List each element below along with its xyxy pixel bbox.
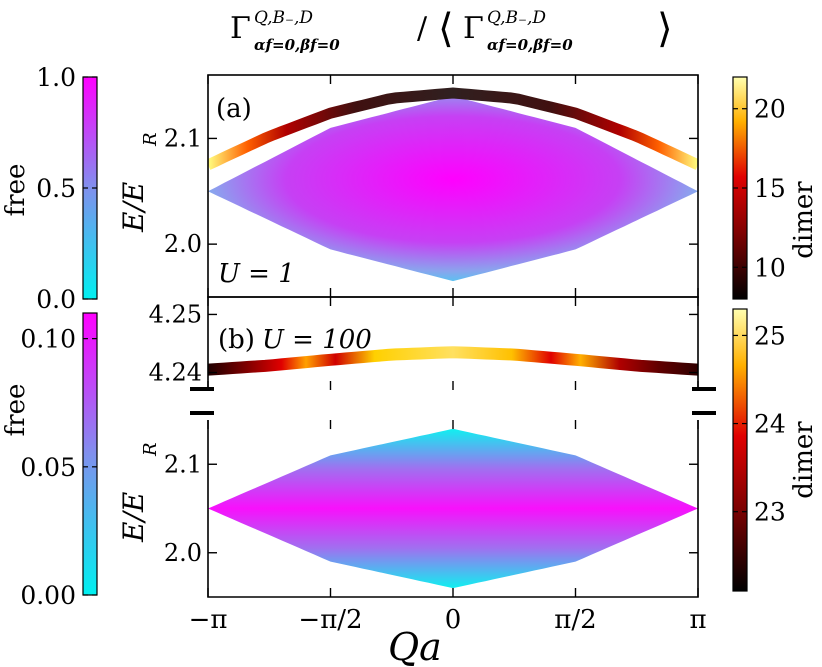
title-left-angle: ⟨ — [438, 6, 454, 52]
cbDimerB-tick-label: 25 — [754, 321, 786, 350]
title-gamma-2: Γ — [463, 11, 484, 46]
colorbar-free-b-ticks: 0.00 0.05 0.10 — [20, 325, 97, 610]
panel-a-ytick-label: 2.1 — [164, 124, 202, 152]
cbDimerA-tick-label: 20 — [754, 95, 786, 124]
panel-a: 2.0 2.1 (a) U = 1 E/E R — [117, 74, 699, 298]
panel-b-upper-ytick-label: 4.25 — [149, 300, 202, 328]
panel-b-ylabel-main: E/E — [117, 492, 150, 543]
colorbar-free-b: 0.00 0.05 0.10 free — [1, 312, 98, 610]
title-sup-2: Q,B₋,D — [487, 8, 546, 28]
panel-b-lower-ytick-label: 2.1 — [164, 450, 202, 478]
cbFreeB-tick-label: 0.00 — [20, 581, 76, 610]
title-right-angle: ⟩ — [657, 6, 673, 52]
panel-a-annotation: U = 1 — [218, 259, 295, 289]
axis-break-marks — [190, 387, 716, 415]
panel-b-free-band — [208, 428, 698, 589]
x-tick-label: π — [689, 605, 706, 635]
panel-b-label: (b) — [218, 325, 255, 355]
panel-b-upper-ytick-label: 4.24 — [149, 359, 202, 387]
colorbar-dimer-a: 10 15 20 dimer — [732, 76, 819, 300]
colorbar-dimer-b-ticks: 23 24 25 — [733, 321, 786, 527]
x-tick-label: −π/2 — [298, 605, 362, 635]
colorbar-dimer-a-label: dimer — [789, 181, 819, 259]
cbFreeA-tick-label: 0.0 — [36, 285, 76, 314]
cbDimerB-tick-label: 24 — [754, 410, 786, 439]
x-tick-label: −π — [189, 605, 228, 635]
panel-b-ylabel: E/E R — [117, 442, 161, 543]
panel-a-dimer-band — [208, 87, 698, 170]
panel-b-ylabel-sub: R — [140, 442, 161, 457]
cbFreeA-tick-label: 1.0 — [36, 63, 76, 92]
colorbar-free-b-bar — [82, 312, 98, 596]
figure-title: Γ Q,B₋,D αf=0,βf=0 / ⟨ Γ Q,B₋,D αf=0,βf=… — [230, 6, 673, 54]
panel-a-ticks: 2.0 2.1 — [164, 124, 698, 258]
panel-a-ylabel-sub: R — [140, 132, 161, 147]
colorbar-dimer-b-bar — [732, 308, 748, 592]
cbDimerB-tick-label: 23 — [754, 498, 786, 527]
panel-b-annotation: U = 100 — [262, 325, 372, 355]
title-gamma-1: Γ — [230, 11, 251, 46]
cbFreeB-tick-label: 0.05 — [20, 453, 76, 482]
colorbar-dimer-b: 23 24 25 dimer — [732, 308, 819, 592]
title-sub-2: αf=0,βf=0 — [487, 36, 573, 54]
x-tick-label: π/2 — [554, 605, 596, 635]
x-tick-label: 0 — [445, 605, 462, 635]
colorbar-dimer-a-ticks: 10 15 20 — [733, 95, 786, 282]
panel-a-ytick-label: 2.0 — [164, 230, 202, 258]
cbFreeB-tick-label: 0.10 — [20, 325, 76, 354]
panel-b: 4.24 4.25 2.0 2.1 (b) U = 100 E/E R — [117, 296, 716, 598]
panel-a-label: (a) — [216, 94, 252, 124]
panel-b-dimer-band — [208, 346, 698, 376]
panel-a-free-band — [208, 96, 698, 282]
panel-b-lower-ytick-label: 2.0 — [164, 539, 202, 567]
title-sub-1: αf=0,βf=0 — [254, 36, 340, 54]
panel-a-ylabel: E/E R — [117, 132, 161, 233]
x-axis: −π −π/2 0 π/2 π — [189, 75, 707, 635]
colorbar-dimer-b-label: dimer — [789, 421, 819, 499]
colorbar-free-a-ticks: 0.0 0.5 1.0 — [36, 63, 97, 314]
x-axis-label: Qa — [388, 625, 442, 667]
cbFreeA-tick-label: 0.5 — [36, 174, 76, 203]
panel-b-ticks: 4.24 4.25 2.0 2.1 — [149, 300, 698, 567]
title-slash: / — [417, 11, 428, 46]
cbDimerA-tick-label: 10 — [754, 253, 786, 282]
colorbar-free-b-label: free — [1, 384, 31, 437]
colorbar-free-a-label: free — [1, 164, 31, 217]
panel-a-ylabel-main: E/E — [117, 182, 150, 233]
colorbar-free-a: 0.0 0.5 1.0 free — [1, 63, 98, 314]
title-sup-1: Q,B₋,D — [254, 8, 313, 28]
cbDimerA-tick-label: 15 — [754, 174, 786, 203]
